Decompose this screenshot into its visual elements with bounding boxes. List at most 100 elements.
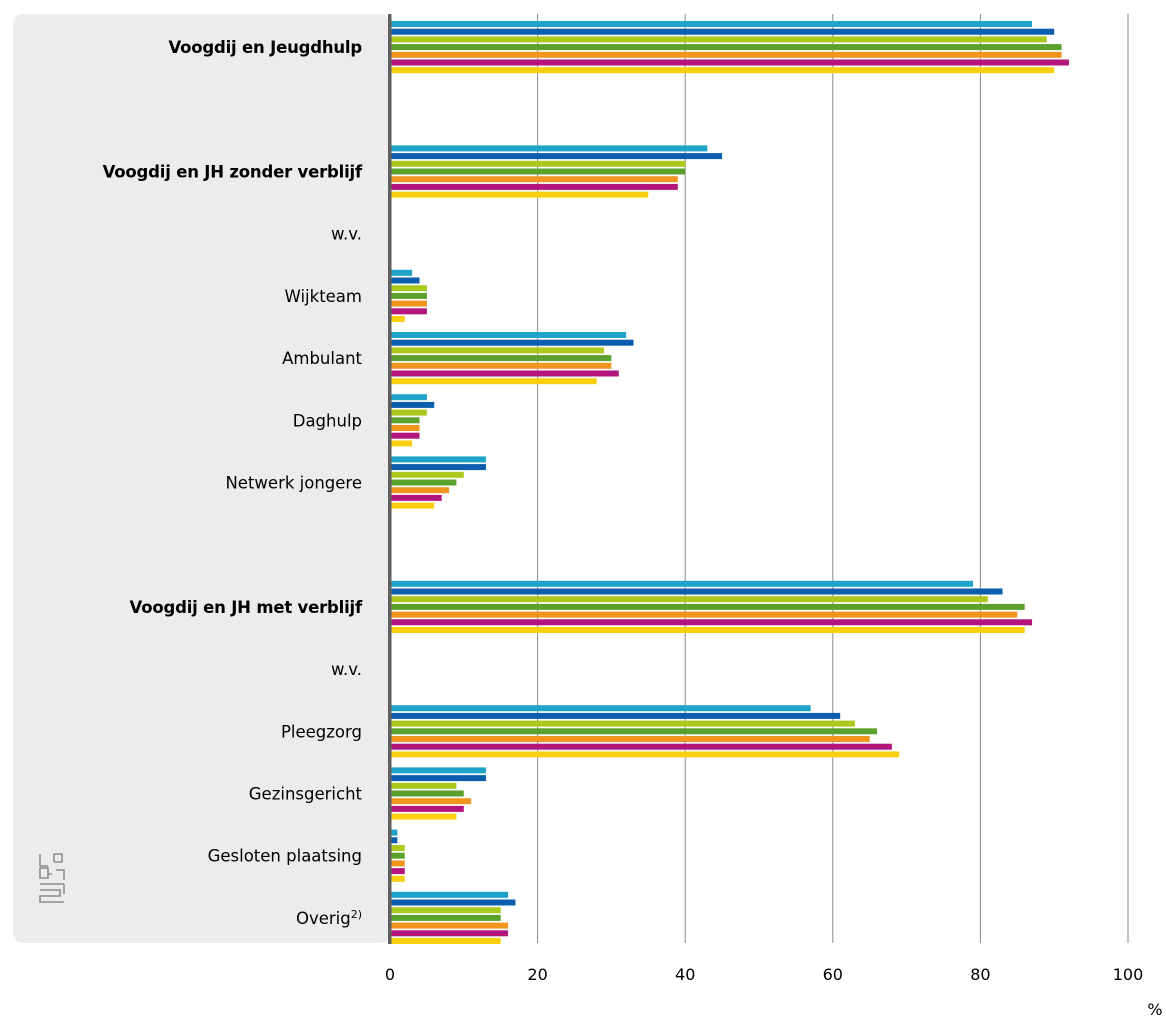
- bar-overig-12-series-4: [390, 914, 501, 921]
- cbs-logo-stroke-1: [39, 867, 49, 879]
- bar-wijkteam-3-series-4: [390, 292, 427, 299]
- bar-gesloten-plaatsing-11-series-4: [390, 852, 405, 859]
- bar-voogdij-en-jeugdhulp-0-series-2: [390, 28, 1055, 35]
- x-tick-label-20: 20: [527, 965, 547, 984]
- x-tick-label-100: 100: [1113, 965, 1144, 984]
- bar-voogdij-en-jeugdhulp-0-series-1: [390, 21, 1033, 27]
- bar-wijkteam-3-series-6: [390, 308, 427, 315]
- bar-voogdij-en-jeugdhulp-0-series-4: [390, 44, 1062, 51]
- bar-wijkteam-3-series-7: [390, 316, 405, 322]
- bar-pleegzorg-9-series-4: [390, 728, 878, 735]
- bar-voogdij-en-jeugdhulp-0-series-5: [390, 51, 1062, 58]
- bar-overig-12-series-7: [390, 938, 501, 944]
- bar-pleegzorg-9-series-5: [390, 736, 870, 742]
- bar-voogdij-en-jh-zonder-verblijf-1-series-3: [390, 160, 686, 167]
- category-label-footnote-overig-12: 2): [351, 908, 362, 921]
- bar-gesloten-plaatsing-11-series-6: [390, 868, 405, 875]
- category-label-ambulant-4: Ambulant: [282, 349, 362, 368]
- bar-overig-12-series-2: [390, 899, 516, 906]
- category-label-gesloten-plaatsing-11: Gesloten plaatsing: [208, 847, 362, 866]
- bar-overig-12-series-3: [390, 907, 501, 914]
- bar-overig-12-series-5: [390, 922, 509, 929]
- cbs-logo-stroke-3: [53, 853, 63, 863]
- bar-pleegzorg-9-series-7: [390, 751, 900, 758]
- bar-daghulp-5-series-7: [390, 440, 413, 447]
- x-tick-label-40: 40: [675, 965, 695, 984]
- bar-voogdij-en-jh-met-verblijf-7-series-7: [390, 627, 1025, 633]
- bar-voogdij-en-jh-met-verblijf-7-series-6: [390, 619, 1033, 626]
- x-tick-label-80: 80: [970, 965, 990, 984]
- category-label-daghulp-5: Daghulp: [293, 411, 362, 430]
- bar-ambulant-4-series-4: [390, 355, 612, 362]
- bar-voogdij-en-jh-zonder-verblijf-1-series-1: [390, 145, 708, 152]
- bar-daghulp-5-series-1: [390, 394, 427, 401]
- bar-voogdij-en-jh-zonder-verblijf-1-series-7: [390, 191, 649, 198]
- bar-voogdij-en-jeugdhulp-0-series-6: [390, 59, 1069, 66]
- category-label-w-v-8: w.v.: [331, 660, 362, 679]
- bar-wijkteam-3-series-2: [390, 277, 420, 284]
- bar-gezinsgericht-10-series-6: [390, 805, 464, 812]
- bar-netwerk-jongere-6-series-5: [390, 487, 450, 494]
- bar-gezinsgericht-10-series-5: [390, 798, 472, 805]
- bar-pleegzorg-9-series-1: [390, 705, 811, 712]
- bar-ambulant-4-series-7: [390, 378, 597, 385]
- category-label-gezinsgericht-10: Gezinsgericht: [249, 785, 363, 804]
- x-unit-label: %: [1147, 1000, 1162, 1019]
- bar-voogdij-en-jh-met-verblijf-7-series-5: [390, 611, 1018, 618]
- bar-gezinsgericht-10-series-4: [390, 790, 464, 797]
- bar-voogdij-en-jh-met-verblijf-7-series-3: [390, 596, 988, 603]
- bar-wijkteam-3-series-5: [390, 300, 427, 307]
- bar-pleegzorg-9-series-2: [390, 712, 841, 719]
- bar-ambulant-4-series-5: [390, 362, 612, 369]
- cbs-logo-stroke-2: [39, 854, 48, 867]
- bar-daghulp-5-series-3: [390, 409, 427, 416]
- category-label-voogdij-en-jh-met-verblijf-7: Voogdij en JH met verblijf: [130, 598, 363, 617]
- bar-voogdij-en-jh-met-verblijf-7-series-4: [390, 603, 1025, 610]
- cbs-logo-icon: [39, 853, 65, 903]
- bar-netwerk-jongere-6-series-3: [390, 471, 464, 478]
- bar-gesloten-plaatsing-11-series-7: [390, 875, 405, 882]
- bar-gesloten-plaatsing-11-series-1: [390, 829, 398, 836]
- bar-netwerk-jongere-6-series-6: [390, 494, 442, 501]
- bar-gesloten-plaatsing-11-series-5: [390, 860, 405, 867]
- bar-gezinsgericht-10-series-7: [390, 813, 457, 820]
- category-label-pleegzorg-9: Pleegzorg: [281, 722, 362, 741]
- bar-voogdij-en-jh-met-verblijf-7-series-2: [390, 588, 1003, 595]
- category-label-voogdij-en-jeugdhulp-0: Voogdij en Jeugdhulp: [168, 38, 362, 57]
- category-label-overig-12: Overig2): [296, 908, 362, 928]
- bar-ambulant-4-series-2: [390, 339, 634, 346]
- bar-voogdij-en-jh-met-verblijf-7-series-1: [390, 580, 974, 587]
- bar-netwerk-jongere-6-series-7: [390, 502, 435, 509]
- category-label-wijkteam-3: Wijkteam: [285, 287, 362, 306]
- bar-netwerk-jongere-6-series-2: [390, 464, 486, 471]
- bar-wijkteam-3-series-3: [390, 285, 427, 292]
- category-label-panel: [13, 14, 390, 943]
- bar-netwerk-jongere-6-series-1: [390, 456, 486, 463]
- category-label-w-v-2: w.v.: [331, 225, 362, 244]
- bar-pleegzorg-9-series-6: [390, 743, 892, 750]
- bar-ambulant-4-series-1: [390, 332, 627, 338]
- bar-voogdij-en-jh-zonder-verblijf-1-series-4: [390, 168, 686, 175]
- bar-daghulp-5-series-2: [390, 401, 435, 408]
- bar-gezinsgericht-10-series-3: [390, 782, 457, 789]
- bar-gezinsgericht-10-series-2: [390, 775, 486, 782]
- bar-gesloten-plaatsing-11-series-2: [390, 837, 398, 844]
- cbs-logo-stroke-4: [39, 883, 65, 903]
- bar-daghulp-5-series-6: [390, 432, 420, 439]
- bar-ambulant-4-series-3: [390, 347, 605, 354]
- category-label-voogdij-en-jh-zonder-verblijf-1: Voogdij en JH zonder verblijf: [103, 163, 363, 182]
- bar-netwerk-jongere-6-series-4: [390, 479, 457, 486]
- bar-voogdij-en-jh-zonder-verblijf-1-series-5: [390, 176, 678, 183]
- y-axis-baseline: [388, 14, 392, 944]
- bar-ambulant-4-series-6: [390, 370, 619, 377]
- bar-voogdij-en-jh-zonder-verblijf-1-series-6: [390, 183, 678, 190]
- bar-daghulp-5-series-5: [390, 425, 420, 431]
- bar-overig-12-series-1: [390, 891, 509, 898]
- bar-pleegzorg-9-series-3: [390, 720, 855, 727]
- x-tick-label-0: 0: [385, 965, 395, 984]
- bar-wijkteam-3-series-1: [390, 269, 413, 276]
- bar-gezinsgericht-10-series-1: [390, 767, 486, 774]
- bar-voogdij-en-jeugdhulp-0-series-7: [390, 67, 1055, 74]
